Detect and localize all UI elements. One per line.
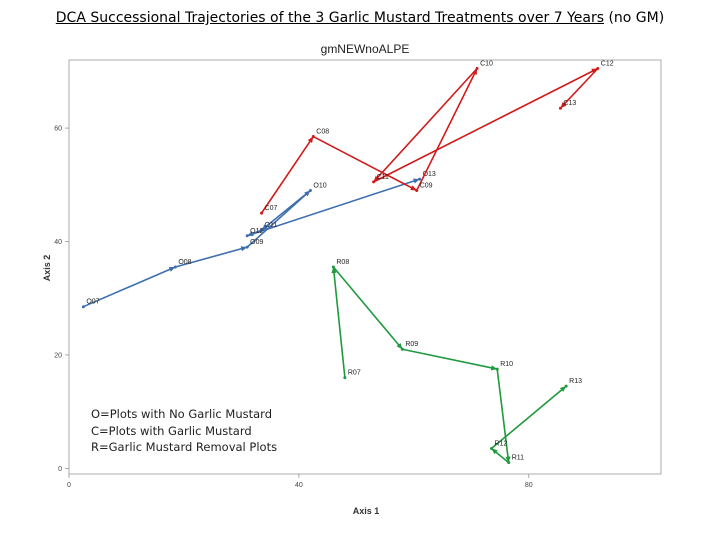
slide-title-main: DCA Successional Trajectories of the 3 G… bbox=[55, 10, 604, 26]
data-point bbox=[558, 106, 562, 110]
x-tick-label: 80 bbox=[525, 482, 533, 489]
arrowhead bbox=[168, 266, 176, 272]
point-label: C07 bbox=[265, 205, 278, 212]
arrowhead bbox=[410, 185, 417, 191]
data-point bbox=[311, 135, 315, 139]
x-tick-label: 40 bbox=[295, 482, 303, 489]
trajectory-segment bbox=[83, 266, 176, 308]
point-label: C12 bbox=[601, 61, 614, 68]
legend: O=Plots with No Garlic Mustard C=Plots w… bbox=[91, 406, 277, 456]
point-label: R13 bbox=[569, 378, 582, 385]
point-label: C10 bbox=[480, 61, 493, 68]
data-point bbox=[372, 180, 376, 184]
legend-item-o: O=Plots with No Garlic Mustard bbox=[91, 407, 272, 421]
data-point bbox=[415, 188, 419, 192]
data-point bbox=[507, 461, 511, 465]
data-point bbox=[596, 67, 600, 71]
data-point bbox=[343, 376, 347, 380]
y-axis-title: Axis 2 bbox=[42, 255, 52, 282]
arrowhead bbox=[413, 178, 420, 184]
point-label: O12 bbox=[250, 228, 263, 235]
data-point bbox=[331, 265, 335, 269]
trajectory-segment bbox=[559, 67, 599, 109]
point-label: O10 bbox=[313, 182, 326, 189]
point-label: O09 bbox=[250, 239, 263, 246]
legend-item-r: R=Garlic Mustard Removal Plots bbox=[91, 440, 278, 454]
data-point bbox=[173, 265, 177, 269]
arrowhead bbox=[505, 456, 511, 463]
trajectory-segment bbox=[312, 135, 418, 192]
arrowhead bbox=[331, 267, 337, 274]
trajectory-segment bbox=[175, 246, 248, 268]
point-label: O07 bbox=[86, 299, 99, 306]
data-point bbox=[245, 245, 249, 249]
point-label: C08 bbox=[316, 129, 329, 136]
trajectory-segment bbox=[246, 178, 420, 237]
point-label: R12 bbox=[494, 440, 507, 447]
trajectory-segment bbox=[373, 67, 478, 183]
point-label: R10 bbox=[500, 361, 513, 368]
arrowhead bbox=[261, 224, 268, 231]
point-label: O08 bbox=[178, 259, 191, 266]
trajectory-segment bbox=[332, 266, 403, 350]
data-point bbox=[495, 367, 499, 371]
arrowhead bbox=[240, 246, 248, 252]
point-label: O11 bbox=[265, 222, 278, 229]
plot-title: gmNEWnoALPE bbox=[321, 42, 410, 56]
legend-item-c: C=Plots with Garlic Mustard bbox=[91, 423, 252, 438]
slide-title-suffix: (no GM) bbox=[604, 10, 665, 26]
trajectory-segment bbox=[496, 368, 510, 463]
point-label: R07 bbox=[348, 370, 361, 377]
data-point bbox=[489, 446, 493, 450]
arrowhead bbox=[396, 342, 403, 350]
trajectory-segment bbox=[332, 266, 346, 378]
trajectory-segment bbox=[260, 136, 314, 214]
data-point bbox=[245, 234, 249, 238]
series-c: C07 C08 C09 C10 C11 C12 C13 bbox=[260, 61, 614, 215]
point-label: C13 bbox=[563, 100, 576, 107]
trajectory-segment bbox=[416, 68, 478, 191]
x-tick-label: 0 bbox=[67, 482, 71, 489]
arrowhead bbox=[307, 136, 314, 143]
x-axis-title: Axis 1 bbox=[353, 506, 380, 516]
point-label: R11 bbox=[512, 455, 524, 462]
data-point bbox=[260, 228, 264, 232]
y-tick-label: 60 bbox=[54, 126, 62, 133]
y-tick-label: 0 bbox=[58, 466, 62, 473]
point-label: R09 bbox=[405, 341, 418, 348]
trajectory-segment bbox=[373, 67, 599, 183]
y-tick-label: 20 bbox=[54, 352, 62, 359]
series-layer: O07O08O09O10O11O12O13C07C08C09C10C11C12C… bbox=[81, 61, 614, 465]
data-point bbox=[564, 384, 568, 388]
point-label: R08 bbox=[336, 259, 349, 266]
trajectory-segment bbox=[490, 385, 567, 450]
trajectory-segment bbox=[402, 348, 498, 370]
data-point bbox=[308, 188, 312, 192]
arrowhead bbox=[559, 386, 567, 392]
data-point bbox=[418, 177, 422, 181]
y-tick-label: 40 bbox=[54, 239, 62, 246]
plot-frame bbox=[68, 59, 662, 475]
data-point bbox=[400, 347, 404, 351]
axis-ticks: 0 40 80 0 20 40 60 bbox=[54, 126, 533, 489]
series-r: R07 R08 R09 R10 R11 R12 R13 bbox=[331, 259, 582, 465]
point-label: C11 bbox=[377, 174, 389, 181]
point-label: O13 bbox=[423, 171, 436, 178]
arrowhead bbox=[560, 102, 567, 109]
data-point bbox=[475, 67, 479, 71]
arrowhead bbox=[490, 365, 498, 371]
data-point bbox=[260, 211, 264, 215]
point-label: C09 bbox=[420, 182, 433, 189]
arrowhead bbox=[491, 448, 498, 455]
data-point bbox=[81, 305, 85, 309]
slide-title: DCA Successional Trajectories of the 3 G… bbox=[0, 10, 720, 26]
trajectory-segment bbox=[261, 189, 311, 231]
